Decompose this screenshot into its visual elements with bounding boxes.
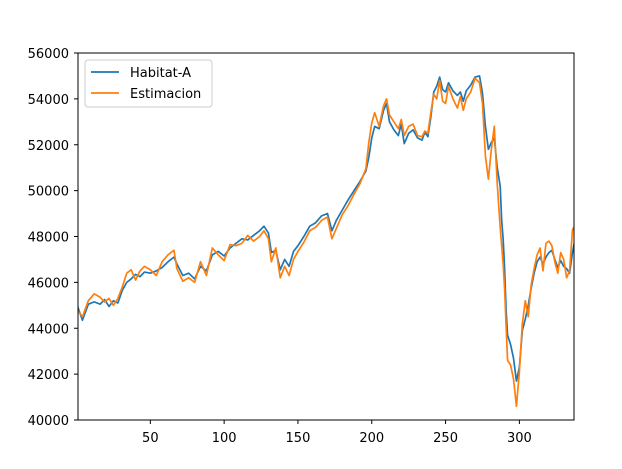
x-tick-label: 300 [507, 431, 532, 446]
y-tick-label: 52000 [28, 139, 69, 154]
x-tick-label: 200 [359, 431, 384, 446]
y-tick-label: 40000 [28, 414, 69, 429]
y-tick-label: 48000 [28, 231, 69, 246]
y-tick-label: 44000 [28, 322, 69, 337]
y-tick-label: 50000 [28, 185, 69, 200]
x-tick-label: 150 [286, 431, 311, 446]
x-tick-label: 250 [433, 431, 458, 446]
x-axis: 50 100 150 200 250 300 [142, 420, 532, 446]
x-tick-label: 100 [212, 431, 237, 446]
series-layer [78, 75, 574, 408]
legend: Habitat-A Estimacion [84, 59, 213, 108]
y-axis: 40000 42000 44000 46000 48000 50000 52000 54000… [28, 47, 78, 429]
y-tick-label: 46000 [28, 276, 69, 291]
y-tick-label: 42000 [28, 368, 69, 383]
y-tick-label: 54000 [28, 93, 69, 108]
x-tick-label: 50 [142, 431, 159, 446]
legend-label: Estimacion [130, 87, 201, 102]
legend-label: Habitat-A [130, 66, 191, 81]
y-tick-label: 56000 [28, 47, 69, 62]
series-line-estimacion [78, 77, 574, 408]
